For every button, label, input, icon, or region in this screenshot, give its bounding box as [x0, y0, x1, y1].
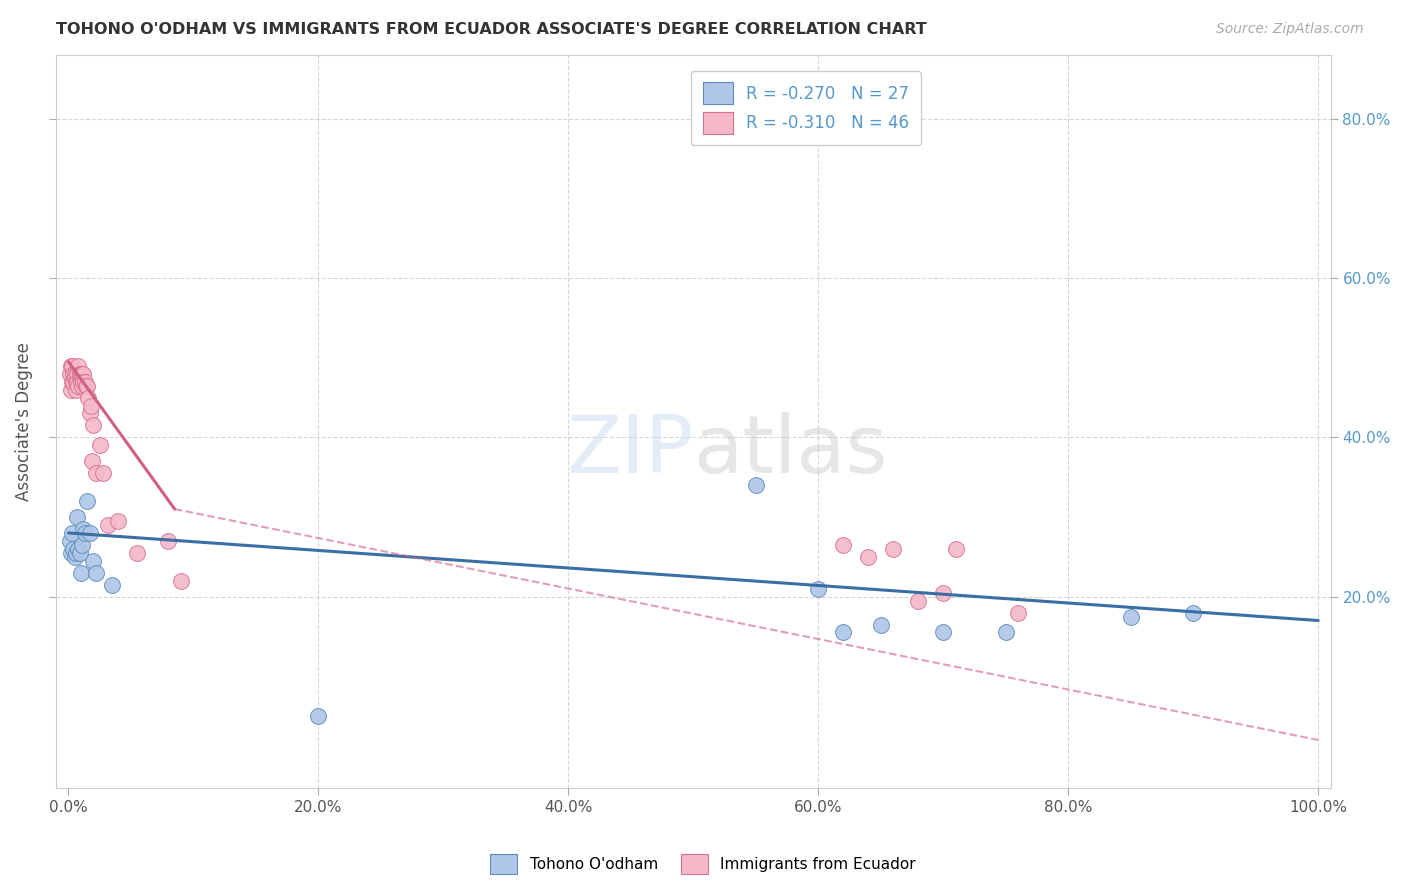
Point [62, 541, 84, 556]
Point [93, 467, 115, 481]
Point [1007, 606, 1029, 620]
Point [70, 367, 93, 381]
Point [70, 378, 93, 392]
Point [745, 478, 768, 492]
Point [170, 574, 193, 588]
Point [63, 370, 86, 384]
Point [59, 383, 82, 397]
Legend: Tohono O'odham, Immigrants from Ecuador: Tohono O'odham, Immigrants from Ecuador [484, 848, 922, 880]
Point [76, 378, 98, 392]
Point [73, 525, 96, 540]
Point [59, 367, 82, 381]
Point [60, 375, 83, 389]
Point [127, 546, 149, 560]
Point [67, 359, 90, 373]
Point [72, 522, 94, 536]
Point [69, 546, 91, 560]
Point [79, 525, 101, 540]
Point [63, 367, 86, 381]
Point [932, 585, 955, 599]
Point [75, 378, 97, 392]
Point [97, 518, 120, 533]
Point [107, 514, 129, 528]
Point [101, 577, 124, 591]
Point [66, 375, 89, 389]
Point [65, 546, 87, 560]
Point [66, 367, 89, 381]
Point [1119, 609, 1142, 624]
Point [80, 399, 103, 413]
Point [84, 566, 107, 580]
Point [1182, 606, 1205, 620]
Point [79, 407, 101, 421]
Point [82, 554, 104, 568]
Point [73, 375, 96, 389]
Point [59, 533, 82, 548]
Point [60, 525, 83, 540]
Text: Source: ZipAtlas.com: Source: ZipAtlas.com [1216, 22, 1364, 37]
Point [59, 359, 82, 373]
Point [70, 566, 93, 580]
Point [72, 367, 94, 381]
Point [994, 625, 1017, 640]
Point [60, 359, 83, 373]
Point [882, 541, 904, 556]
Point [157, 533, 180, 548]
Point [70, 538, 93, 552]
Point [67, 541, 90, 556]
Point [62, 375, 84, 389]
Point [307, 709, 329, 723]
Point [66, 510, 89, 524]
Point [72, 375, 94, 389]
Point [858, 549, 880, 564]
Point [807, 582, 830, 596]
Point [67, 378, 90, 392]
Point [69, 370, 91, 384]
Point [869, 617, 891, 632]
Point [832, 538, 855, 552]
Point [89, 438, 111, 452]
Point [907, 593, 929, 607]
Point [62, 367, 84, 381]
Text: ZIP: ZIP [567, 412, 693, 490]
Point [84, 467, 107, 481]
Point [82, 418, 104, 433]
Point [932, 625, 955, 640]
Point [76, 494, 98, 508]
Point [82, 454, 104, 468]
Point [65, 383, 87, 397]
Point [59, 546, 82, 560]
Point [65, 375, 87, 389]
Point [945, 541, 967, 556]
Point [69, 367, 91, 381]
Legend: R = -0.270   N = 27, R = -0.310   N = 46: R = -0.270 N = 27, R = -0.310 N = 46 [692, 70, 921, 145]
Point [70, 375, 93, 389]
Y-axis label: Associate's Degree: Associate's Degree [15, 342, 32, 501]
Point [832, 625, 855, 640]
Point [63, 549, 86, 564]
Text: atlas: atlas [693, 412, 887, 490]
Point [77, 391, 100, 405]
Text: TOHONO O'ODHAM VS IMMIGRANTS FROM ECUADOR ASSOCIATE'S DEGREE CORRELATION CHART: TOHONO O'ODHAM VS IMMIGRANTS FROM ECUADO… [56, 22, 927, 37]
Point [70, 367, 93, 381]
